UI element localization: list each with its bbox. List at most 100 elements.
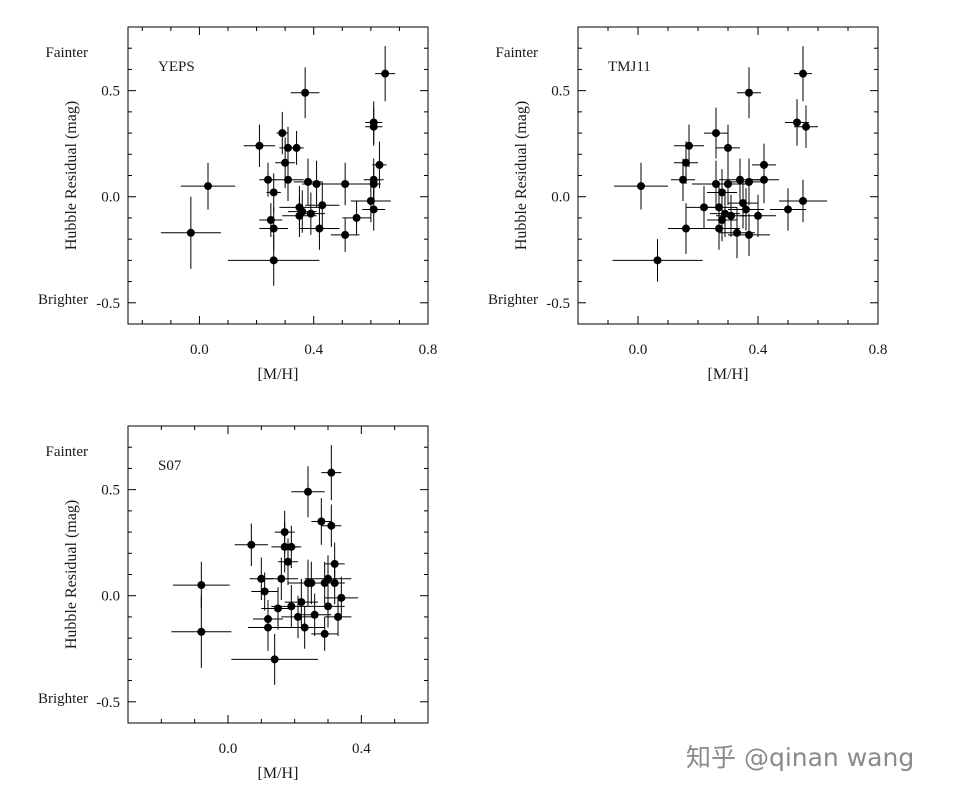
point-marker (653, 256, 662, 265)
point-marker (281, 158, 290, 167)
y-axis-label: Hubble Residual (mag) (63, 101, 80, 250)
point-marker (745, 177, 753, 186)
data-point (794, 46, 812, 102)
data-point (362, 188, 386, 231)
data-point (171, 595, 232, 668)
point-marker (341, 230, 350, 239)
point-marker (300, 623, 309, 632)
data-point (671, 158, 695, 201)
point-marker (685, 141, 693, 150)
point-marker (278, 129, 287, 138)
watermark-text: 知乎 @qinan wang (686, 743, 915, 772)
data-point (302, 160, 331, 208)
point-marker (315, 224, 324, 233)
data-point (716, 124, 740, 172)
point-marker (724, 143, 732, 152)
y-tick-label: 0.5 (551, 84, 570, 100)
data-point (740, 194, 776, 238)
x-axis-label: [M/H] (708, 366, 749, 383)
point-marker (269, 188, 278, 197)
annotation-fainter: Fainter (46, 444, 89, 460)
point-marker (799, 196, 807, 205)
point-marker (324, 574, 332, 583)
y-axis-label: Hubble Residual (mag) (63, 500, 80, 649)
data-point (728, 177, 758, 229)
data-point (264, 557, 298, 600)
point-marker (310, 610, 319, 619)
data-point (272, 158, 304, 201)
point-marker (269, 256, 278, 265)
data-point (375, 46, 396, 102)
point-marker (266, 216, 275, 225)
point-marker (324, 602, 332, 611)
data-point (707, 198, 737, 242)
point-marker (247, 540, 256, 549)
point-marker (197, 581, 206, 590)
x-tick-label: 0.8 (869, 342, 888, 358)
data-point (322, 162, 368, 206)
x-tick-label: 0.0 (629, 342, 648, 358)
annotation-fainter: Fainter (496, 45, 539, 61)
data-point (231, 633, 318, 685)
panel-title: YEPS (158, 59, 195, 75)
point-marker (320, 629, 329, 638)
point-marker (270, 655, 279, 664)
point-marker (369, 205, 378, 214)
data-point (284, 606, 325, 649)
data-point (289, 130, 304, 165)
y-tick-label: 0.0 (551, 190, 570, 206)
panel-s07: 0.0 0.4 0.5 0.0 -0.5 [M/H] Hubble Residual (ma… (38, 425, 429, 782)
annotation-fainter: Fainter (46, 45, 89, 61)
x-tick-label: 0.8 (419, 342, 438, 358)
point-marker (745, 230, 753, 239)
data-point (704, 107, 728, 159)
point-marker (334, 612, 342, 621)
annotation-brighter: Brighter (488, 292, 538, 308)
point-marker (341, 179, 350, 188)
point-marker (381, 69, 390, 78)
data-point (674, 124, 704, 168)
point-marker (318, 201, 327, 210)
data-point (160, 196, 221, 269)
point-marker (784, 205, 792, 214)
data-point (290, 67, 320, 119)
point-marker (186, 228, 195, 237)
data-point (350, 179, 391, 223)
point-marker (327, 468, 336, 477)
point-marker (754, 211, 762, 220)
point-marker (298, 207, 307, 216)
point-marker (264, 175, 272, 184)
data-point (281, 525, 302, 569)
annotation-brighter: Brighter (38, 292, 88, 308)
point-marker (369, 122, 378, 131)
point-marker (264, 623, 272, 632)
x-tick-label: 0.4 (749, 342, 768, 358)
data-point (299, 207, 340, 250)
data-point (321, 445, 342, 501)
point-marker (739, 199, 747, 208)
x-tick-label: 0.0 (219, 741, 238, 757)
data-point (737, 67, 761, 119)
data-point (259, 203, 283, 238)
y-tick-label: 0.5 (101, 84, 120, 100)
point-marker (306, 209, 315, 218)
point-marker (277, 574, 286, 583)
point-marker (369, 179, 378, 188)
y-tick-label: -0.5 (96, 695, 120, 711)
data-point (311, 616, 338, 651)
data-point (770, 188, 806, 231)
x-tick-label: 0.4 (304, 342, 323, 358)
y-axis-label: Hubble Residual (mag) (513, 101, 530, 250)
point-marker (724, 179, 732, 188)
point-marker (301, 88, 310, 97)
data-point (324, 597, 352, 637)
point-marker (799, 69, 807, 78)
data-point (614, 162, 668, 210)
data-point (785, 99, 809, 146)
data-point (180, 162, 236, 210)
point-marker (327, 521, 336, 530)
panel-title: S07 (158, 458, 182, 474)
point-marker (317, 517, 326, 526)
point-marker (257, 574, 266, 583)
